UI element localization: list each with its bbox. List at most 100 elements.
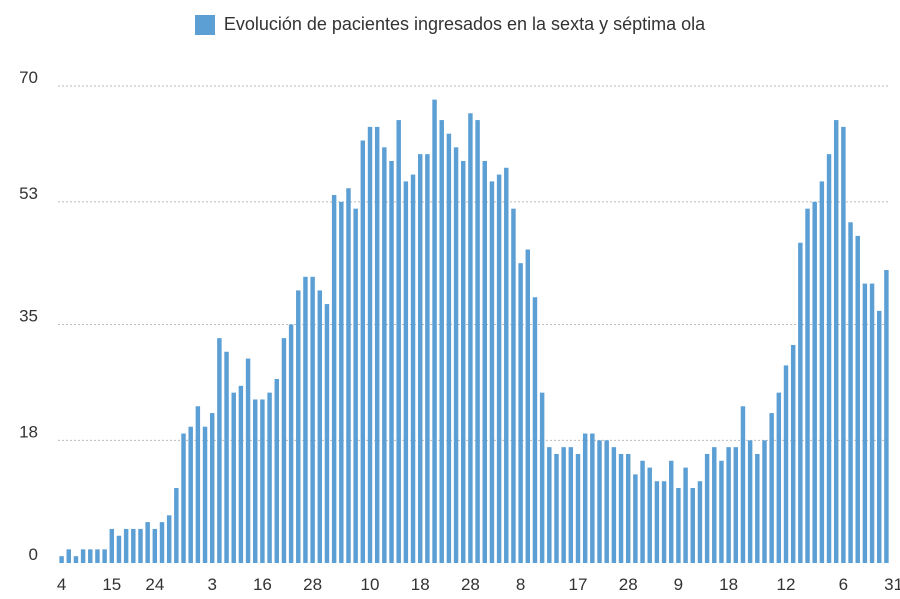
bar	[726, 447, 731, 563]
bar	[174, 488, 179, 563]
bar	[575, 453, 581, 563]
bar	[489, 181, 495, 563]
bar	[360, 140, 366, 563]
bar	[224, 351, 229, 563]
x-tick-label: 10	[361, 575, 380, 594]
bar	[123, 528, 129, 563]
bar	[439, 120, 444, 563]
bar	[88, 549, 93, 563]
bar	[747, 440, 753, 563]
bar	[783, 365, 789, 563]
bar	[683, 467, 688, 563]
bar	[611, 447, 617, 563]
bar	[640, 460, 645, 563]
x-tick-label: 18	[411, 575, 430, 594]
bar	[245, 358, 251, 563]
bar	[504, 167, 509, 563]
bar	[848, 222, 853, 564]
bar	[669, 460, 674, 563]
bar	[238, 385, 244, 563]
bar	[654, 481, 660, 563]
bar	[697, 481, 703, 563]
bar	[704, 453, 710, 563]
y-tick-label: 35	[19, 307, 38, 326]
bar	[317, 290, 323, 563]
bar	[138, 528, 143, 563]
bar	[855, 235, 860, 563]
x-tick-label: 15	[102, 575, 121, 594]
bar	[410, 174, 416, 563]
bar	[353, 208, 358, 563]
bar	[202, 426, 208, 563]
bar	[604, 440, 609, 563]
bar	[597, 440, 602, 563]
bar	[131, 528, 136, 563]
bar	[109, 528, 115, 563]
bar	[95, 549, 100, 563]
bar	[346, 188, 351, 563]
bar	[296, 290, 301, 563]
bar	[690, 488, 695, 563]
x-tick-label: 16	[253, 575, 272, 594]
bar	[633, 474, 638, 563]
bar	[260, 399, 265, 563]
bar	[647, 467, 652, 563]
bar	[267, 392, 272, 563]
bar	[102, 549, 107, 563]
bar	[468, 113, 473, 563]
bar	[554, 453, 559, 563]
bar	[324, 304, 330, 563]
bar	[525, 249, 531, 564]
bar	[482, 160, 487, 563]
bar	[461, 160, 466, 563]
y-tick-label: 70	[19, 68, 38, 87]
bar	[833, 120, 839, 563]
bar	[869, 283, 875, 563]
bar	[374, 126, 380, 563]
x-tick-label: 18	[719, 575, 738, 594]
bar	[884, 269, 889, 563]
x-tick-label: 24	[145, 575, 164, 594]
bar	[776, 392, 782, 563]
bar	[798, 242, 803, 564]
bar	[417, 154, 423, 563]
bar	[73, 556, 79, 563]
legend-swatch	[194, 14, 215, 35]
bar	[712, 447, 717, 563]
bar	[740, 406, 746, 563]
bar	[790, 344, 796, 563]
bar	[66, 549, 71, 563]
bar	[80, 549, 86, 563]
bar	[539, 392, 545, 563]
bar	[166, 515, 172, 563]
x-tick-label: 9	[674, 575, 683, 594]
legend: Evolución de pacientes ingresados en la …	[0, 14, 900, 35]
bar	[862, 283, 868, 563]
x-tick-label: 3	[207, 575, 216, 594]
x-tick-label: 6	[839, 575, 848, 594]
bar	[331, 195, 337, 563]
bar	[453, 147, 459, 563]
bar	[568, 447, 574, 563]
bar	[496, 174, 502, 563]
bar	[755, 453, 760, 563]
bar	[547, 447, 552, 563]
bar	[805, 208, 810, 563]
bar	[403, 181, 409, 563]
bar	[590, 433, 595, 563]
x-tick-label: 28	[461, 575, 480, 594]
bar	[145, 522, 150, 563]
bar	[310, 276, 315, 563]
bar	[382, 147, 387, 563]
bar	[389, 160, 394, 563]
bar	[625, 453, 631, 563]
bar	[511, 208, 516, 563]
bar	[446, 133, 452, 563]
x-tick-label: 28	[303, 575, 322, 594]
bar	[812, 201, 817, 563]
bar	[181, 433, 186, 563]
bar	[288, 324, 294, 563]
bar	[769, 413, 774, 563]
bar	[877, 310, 882, 563]
